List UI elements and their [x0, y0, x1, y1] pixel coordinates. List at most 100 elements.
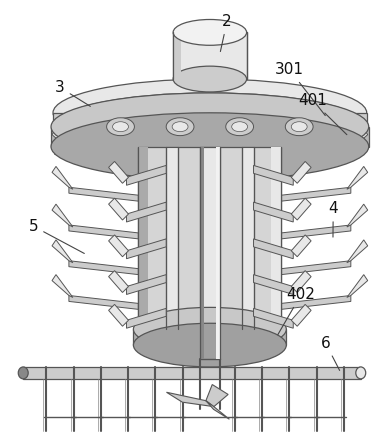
Polygon shape	[291, 271, 311, 293]
Ellipse shape	[173, 66, 247, 92]
Polygon shape	[271, 147, 281, 329]
Bar	[171, 344, 174, 350]
Bar	[247, 146, 251, 154]
Polygon shape	[108, 198, 128, 220]
Text: 4: 4	[329, 201, 338, 237]
Bar	[351, 146, 355, 154]
Bar	[329, 146, 333, 154]
Bar	[262, 146, 266, 154]
Polygon shape	[108, 162, 128, 183]
Bar	[91, 146, 96, 154]
Bar	[264, 344, 267, 350]
Ellipse shape	[18, 367, 28, 379]
Bar	[166, 344, 169, 350]
Bar	[76, 146, 81, 154]
Bar	[180, 344, 184, 350]
Bar	[306, 146, 311, 154]
Polygon shape	[291, 162, 311, 183]
Polygon shape	[242, 147, 254, 329]
Polygon shape	[126, 202, 166, 222]
Polygon shape	[126, 275, 166, 294]
Polygon shape	[126, 309, 166, 328]
Text: 402: 402	[278, 287, 316, 335]
Polygon shape	[69, 295, 138, 309]
Bar	[291, 146, 296, 154]
Bar	[259, 344, 262, 350]
Bar	[69, 146, 73, 154]
Polygon shape	[281, 225, 351, 239]
Bar	[165, 146, 170, 154]
Bar	[99, 146, 103, 154]
Bar	[200, 344, 204, 350]
Bar	[161, 344, 164, 350]
Bar	[195, 344, 199, 350]
Bar	[217, 146, 222, 154]
Polygon shape	[133, 329, 286, 345]
Polygon shape	[53, 113, 367, 127]
Ellipse shape	[133, 307, 286, 351]
Bar	[113, 146, 118, 154]
Bar	[274, 344, 277, 350]
Ellipse shape	[51, 93, 369, 160]
Bar	[151, 344, 155, 350]
Bar	[106, 146, 110, 154]
Bar	[54, 146, 58, 154]
Bar	[234, 344, 238, 350]
Ellipse shape	[53, 79, 367, 147]
Polygon shape	[281, 261, 351, 275]
Ellipse shape	[285, 118, 313, 135]
Text: 3: 3	[55, 80, 91, 107]
Polygon shape	[281, 150, 351, 163]
Text: 6: 6	[321, 336, 340, 370]
Bar	[321, 146, 325, 154]
Polygon shape	[291, 198, 311, 220]
Polygon shape	[167, 392, 214, 407]
Ellipse shape	[173, 20, 247, 45]
Bar	[128, 146, 133, 154]
Bar	[239, 344, 243, 350]
Polygon shape	[23, 367, 361, 379]
Bar	[314, 146, 318, 154]
Bar	[244, 344, 248, 350]
Polygon shape	[108, 235, 128, 257]
Polygon shape	[347, 166, 368, 189]
Polygon shape	[254, 202, 293, 222]
Bar	[136, 344, 140, 350]
Bar	[121, 146, 125, 154]
Polygon shape	[108, 271, 128, 293]
Ellipse shape	[107, 118, 134, 135]
Ellipse shape	[232, 122, 248, 132]
Polygon shape	[206, 400, 230, 419]
Polygon shape	[52, 240, 73, 263]
Bar	[284, 146, 288, 154]
Bar	[146, 344, 150, 350]
Ellipse shape	[133, 323, 286, 367]
Bar	[188, 146, 192, 154]
Bar	[173, 146, 177, 154]
Polygon shape	[347, 204, 368, 227]
Bar	[190, 344, 194, 350]
Bar	[230, 344, 233, 350]
Polygon shape	[69, 261, 138, 275]
Bar	[84, 146, 88, 154]
Polygon shape	[254, 166, 293, 185]
Bar	[299, 146, 303, 154]
Polygon shape	[200, 147, 220, 359]
Polygon shape	[138, 147, 148, 329]
Bar	[195, 146, 199, 154]
Polygon shape	[206, 385, 228, 407]
Polygon shape	[108, 305, 128, 326]
Bar	[62, 146, 66, 154]
Polygon shape	[216, 147, 220, 359]
Polygon shape	[291, 305, 311, 326]
Polygon shape	[69, 150, 138, 163]
Text: 401: 401	[298, 93, 347, 135]
Bar	[277, 146, 281, 154]
Bar	[151, 146, 155, 154]
Polygon shape	[291, 235, 311, 257]
Polygon shape	[347, 275, 368, 297]
Ellipse shape	[172, 122, 188, 132]
Bar	[180, 146, 185, 154]
Bar	[225, 344, 228, 350]
Bar	[358, 146, 363, 154]
